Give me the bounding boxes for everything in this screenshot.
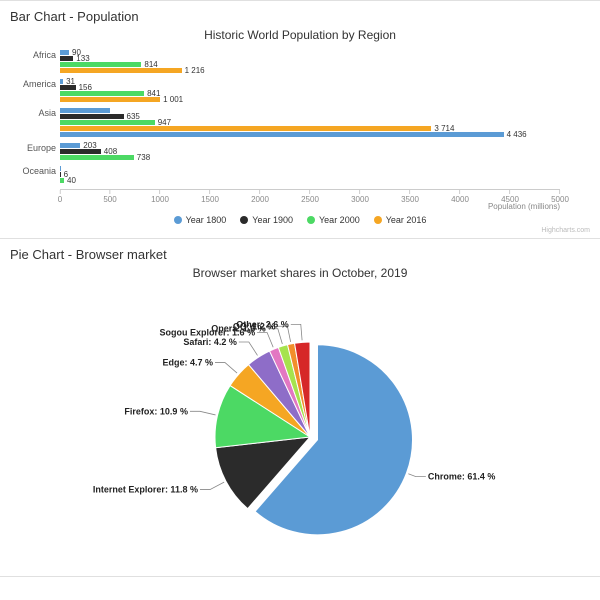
legend-label: Year 1800 — [186, 215, 227, 225]
pie-chart-panel: Pie Chart - Browser market Browser marke… — [0, 239, 600, 577]
bar-segment[interactable] — [60, 56, 73, 61]
bar-segment[interactable] — [60, 149, 101, 154]
leader-line — [408, 474, 425, 477]
category-label: America — [12, 79, 56, 89]
bar-value-label: 1 001 — [163, 95, 183, 104]
pie-chart-plot: Chrome: 61.4 % Internet Explorer: 11.8 % F… — [10, 282, 590, 572]
leader-line — [257, 332, 273, 347]
bar-category: Oceania640 — [60, 166, 590, 183]
category-label: Oceania — [12, 166, 56, 176]
legend-label: Year 1900 — [252, 215, 293, 225]
bar-segment[interactable] — [60, 108, 110, 113]
legend-item[interactable]: Year 2000 — [307, 215, 360, 225]
legend-label: Year 2000 — [319, 215, 360, 225]
axis-tick: 2000 — [251, 190, 269, 204]
legend-item[interactable]: Year 1900 — [240, 215, 293, 225]
legend-swatch — [307, 216, 315, 224]
bar-value-label: 4 436 — [507, 130, 527, 139]
slice-label: Safari: 4.2 % — [183, 337, 237, 347]
bar-segment[interactable] — [60, 85, 76, 90]
axis-tick: 1000 — [151, 190, 169, 204]
bar-value-label: 1 216 — [185, 66, 205, 75]
category-label: Asia — [12, 108, 56, 118]
legend-item[interactable]: Year 1800 — [174, 215, 227, 225]
bar-segment[interactable] — [60, 68, 182, 73]
bar-segment[interactable] — [60, 97, 160, 102]
bar-segment[interactable] — [60, 143, 80, 148]
axis-tick: 1500 — [201, 190, 219, 204]
leader-line — [215, 363, 237, 374]
bar-segment[interactable] — [60, 79, 63, 84]
slice-label: Firefox: 10.9 % — [124, 406, 188, 416]
pie-chart-title: Browser market shares in October, 2019 — [10, 266, 590, 280]
bar-value-label: 40 — [67, 176, 76, 185]
bar-segment[interactable] — [60, 114, 124, 119]
bar-category: Europe203408738 — [60, 143, 590, 160]
bar-chart-title: Historic World Population by Region — [10, 28, 590, 42]
legend-swatch — [374, 216, 382, 224]
bar-chart-panel: Bar Chart - Population Historic World Po… — [0, 0, 600, 239]
chart-credit: Highcharts.com — [10, 227, 590, 234]
bar-segment[interactable] — [60, 132, 504, 137]
legend-swatch — [240, 216, 248, 224]
leader-line — [200, 482, 224, 489]
category-label: Africa — [12, 50, 56, 60]
axis-tick: 3500 — [401, 190, 419, 204]
slice-label: Edge: 4.7 % — [162, 358, 213, 368]
axis-tick: 4000 — [451, 190, 469, 204]
bar-segment[interactable] — [60, 172, 61, 177]
bar-value-label: 738 — [137, 153, 150, 162]
bar-segment[interactable] — [60, 50, 69, 55]
leader-line — [190, 411, 216, 415]
bar-segment[interactable] — [60, 91, 144, 96]
bar-segment[interactable] — [60, 155, 134, 160]
bar-category: America311568411 001 — [60, 79, 590, 102]
x-axis: 0500100015002000250030003500400045005000… — [60, 189, 560, 211]
legend-swatch — [174, 216, 182, 224]
axis-tick: 500 — [103, 190, 116, 204]
leader-line — [291, 324, 302, 340]
bar-category: Africa901338141 216 — [60, 50, 590, 73]
slice-label: Chrome: 61.4 % — [428, 472, 496, 482]
x-axis-label: Population (millions) — [488, 202, 560, 211]
pie-panel-title: Pie Chart - Browser market — [10, 247, 590, 262]
bar-segment[interactable] — [60, 178, 64, 183]
bar-chart-plot: Africa901338141 216 America311568411 001 A… — [60, 50, 590, 211]
bar-segment[interactable] — [60, 120, 155, 125]
slice-label: Internet Explorer: 11.8 % — [93, 485, 198, 495]
category-label: Europe — [12, 143, 56, 153]
bar-category: Asia6359473 7144 436 — [60, 108, 590, 137]
bar-panel-title: Bar Chart - Population — [10, 9, 590, 24]
slice-label: Other: 2.6 % — [236, 319, 289, 329]
legend-label: Year 2016 — [386, 215, 427, 225]
bar-chart-legend: Year 1800 Year 1900 Year 2000 Year 2016 — [10, 215, 590, 225]
leader-line — [239, 342, 258, 355]
bar-segment[interactable] — [60, 126, 431, 131]
legend-item[interactable]: Year 2016 — [374, 215, 427, 225]
axis-tick: 3000 — [351, 190, 369, 204]
axis-tick: 0 — [58, 190, 62, 204]
axis-tick: 2500 — [301, 190, 319, 204]
bar-segment[interactable] — [60, 62, 141, 67]
